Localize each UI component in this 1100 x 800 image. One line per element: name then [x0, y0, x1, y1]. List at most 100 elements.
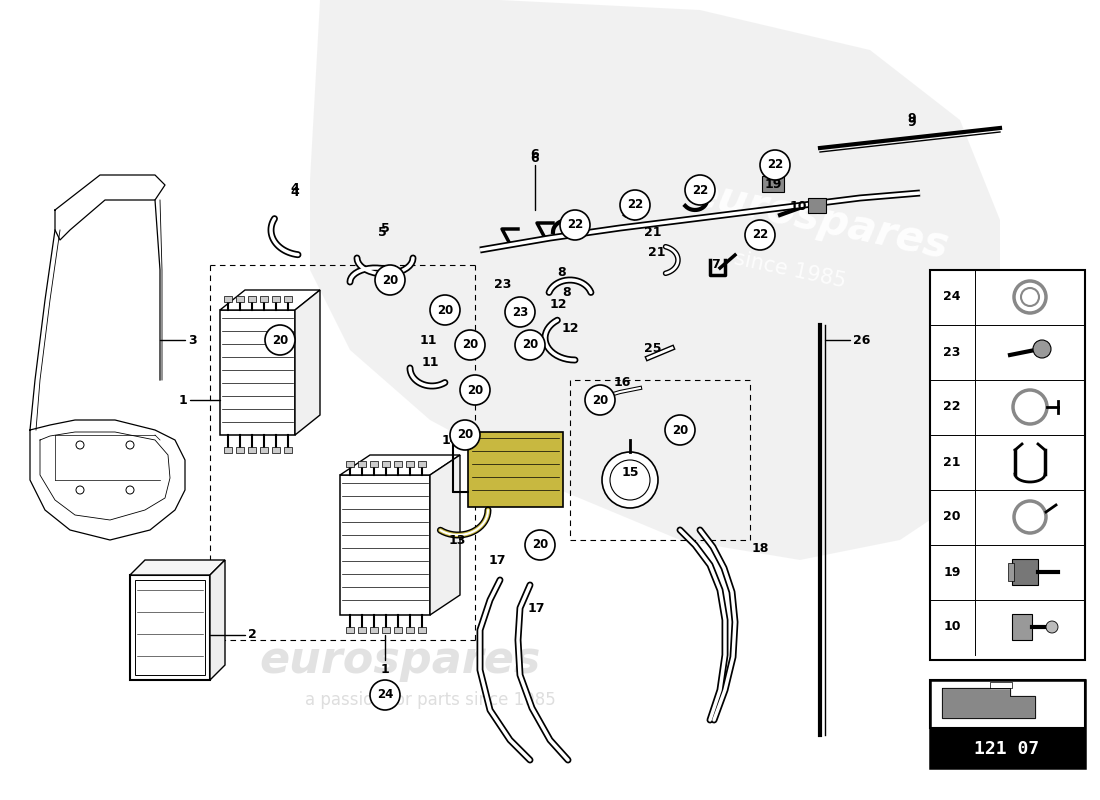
Text: 10: 10	[944, 621, 960, 634]
Text: 8: 8	[558, 266, 566, 278]
Text: 21: 21	[648, 246, 666, 259]
Text: 6: 6	[530, 148, 539, 161]
FancyBboxPatch shape	[394, 461, 402, 467]
Text: 17: 17	[527, 602, 544, 614]
Polygon shape	[990, 682, 1012, 688]
Text: 18: 18	[752, 542, 769, 554]
Text: 23: 23	[512, 306, 528, 318]
Text: 23: 23	[494, 278, 512, 291]
Polygon shape	[340, 475, 430, 615]
Text: 5: 5	[381, 222, 389, 234]
Circle shape	[430, 295, 460, 325]
Circle shape	[1014, 501, 1046, 533]
Circle shape	[666, 415, 695, 445]
FancyBboxPatch shape	[930, 728, 1085, 768]
FancyBboxPatch shape	[224, 447, 232, 453]
Text: 24: 24	[377, 689, 393, 702]
Text: 4: 4	[290, 186, 299, 198]
Polygon shape	[430, 455, 460, 615]
Text: 21: 21	[645, 226, 662, 239]
Text: eurospares: eurospares	[260, 638, 541, 682]
FancyBboxPatch shape	[808, 198, 826, 213]
FancyBboxPatch shape	[406, 461, 414, 467]
Text: a passion for parts since 1985: a passion for parts since 1985	[305, 691, 556, 709]
Circle shape	[760, 150, 790, 180]
Text: 20: 20	[672, 423, 689, 437]
Circle shape	[370, 680, 400, 710]
FancyBboxPatch shape	[1012, 614, 1032, 640]
Text: 22: 22	[692, 183, 708, 197]
FancyBboxPatch shape	[224, 296, 232, 302]
FancyBboxPatch shape	[272, 296, 280, 302]
Text: 12: 12	[561, 322, 579, 334]
Text: 20: 20	[466, 383, 483, 397]
Text: 22: 22	[627, 198, 644, 211]
Text: 1: 1	[178, 394, 187, 406]
Text: 6: 6	[530, 151, 539, 165]
Text: 19: 19	[944, 566, 960, 578]
Circle shape	[585, 385, 615, 415]
Circle shape	[620, 190, 650, 220]
FancyBboxPatch shape	[248, 447, 256, 453]
Text: 20: 20	[532, 538, 548, 551]
FancyBboxPatch shape	[930, 680, 1085, 728]
FancyBboxPatch shape	[370, 461, 378, 467]
Circle shape	[375, 265, 405, 295]
Circle shape	[455, 330, 485, 360]
FancyBboxPatch shape	[382, 627, 390, 633]
Text: 11: 11	[421, 355, 439, 369]
FancyBboxPatch shape	[1008, 563, 1014, 581]
Circle shape	[460, 375, 490, 405]
Text: 5: 5	[377, 226, 386, 238]
Text: 20: 20	[944, 510, 960, 523]
FancyBboxPatch shape	[284, 447, 292, 453]
FancyBboxPatch shape	[236, 296, 244, 302]
Polygon shape	[310, 0, 1000, 560]
Polygon shape	[220, 290, 320, 310]
FancyBboxPatch shape	[418, 627, 426, 633]
Text: 20: 20	[521, 338, 538, 351]
Circle shape	[1013, 390, 1047, 424]
Text: 10: 10	[790, 201, 806, 214]
Text: 15: 15	[621, 466, 639, 479]
Circle shape	[1046, 621, 1058, 633]
Text: 19: 19	[764, 178, 782, 190]
Text: 26: 26	[852, 334, 870, 346]
Circle shape	[1021, 288, 1040, 306]
Text: 1: 1	[381, 663, 389, 676]
Text: 11: 11	[419, 334, 437, 346]
FancyBboxPatch shape	[762, 176, 784, 192]
Text: 8: 8	[563, 286, 571, 298]
FancyBboxPatch shape	[248, 296, 256, 302]
Text: 9: 9	[908, 112, 916, 125]
FancyBboxPatch shape	[1012, 559, 1038, 585]
Circle shape	[126, 486, 134, 494]
Text: 21: 21	[944, 455, 960, 469]
Circle shape	[265, 325, 295, 355]
FancyBboxPatch shape	[418, 461, 426, 467]
Circle shape	[450, 420, 480, 450]
Circle shape	[76, 441, 84, 449]
Text: 25: 25	[645, 342, 662, 354]
Text: 13: 13	[449, 534, 465, 546]
Text: 20: 20	[456, 429, 473, 442]
Text: since 1985: since 1985	[733, 248, 848, 292]
Polygon shape	[220, 310, 295, 435]
FancyBboxPatch shape	[930, 270, 1085, 660]
Text: 20: 20	[437, 303, 453, 317]
FancyBboxPatch shape	[346, 461, 354, 467]
Text: eurospares: eurospares	[686, 172, 953, 268]
Text: 22: 22	[566, 218, 583, 231]
Polygon shape	[130, 560, 225, 575]
Polygon shape	[340, 455, 460, 475]
Text: 22: 22	[944, 401, 960, 414]
Text: 24: 24	[944, 290, 960, 303]
FancyBboxPatch shape	[382, 461, 390, 467]
Text: 20: 20	[382, 274, 398, 286]
FancyBboxPatch shape	[260, 296, 268, 302]
Circle shape	[525, 530, 556, 560]
Text: 20: 20	[272, 334, 288, 346]
Text: 4: 4	[290, 182, 299, 194]
Polygon shape	[942, 688, 1035, 718]
Circle shape	[560, 210, 590, 240]
